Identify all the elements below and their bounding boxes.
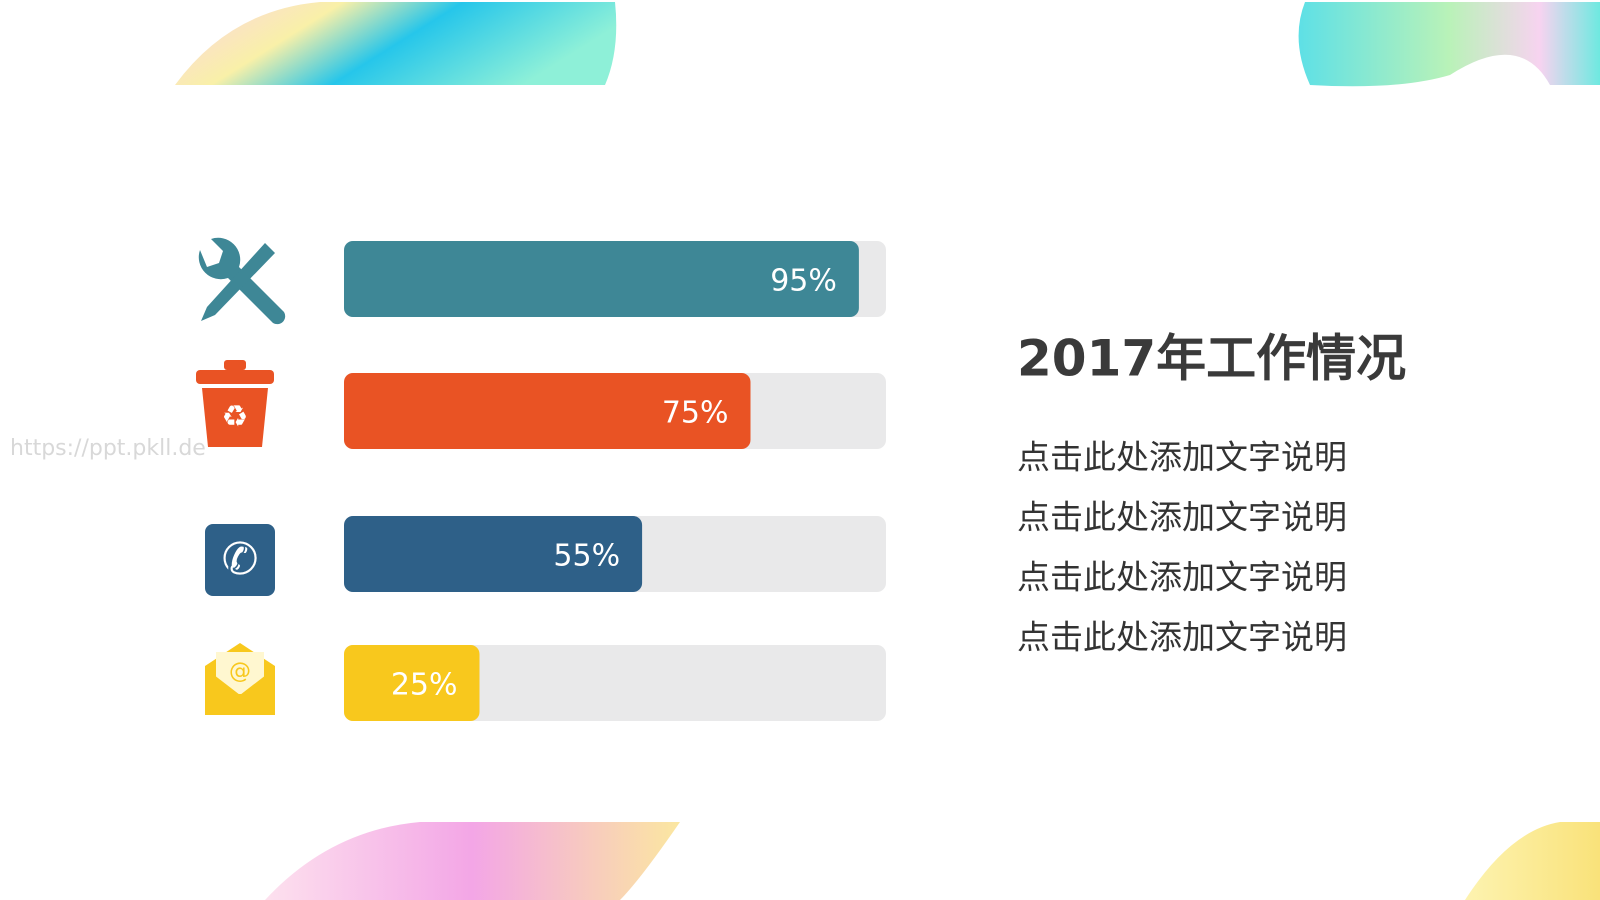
svg-text:@: @ xyxy=(229,659,251,684)
svg-text:✆: ✆ xyxy=(222,534,259,585)
bar-value-label: 95% xyxy=(770,264,837,299)
panel-line: 点击此处添加文字说明 xyxy=(1017,618,1347,657)
tools-icon xyxy=(198,237,286,325)
decor-blob xyxy=(1465,822,1600,900)
bar xyxy=(344,645,480,721)
bar xyxy=(344,373,751,449)
decor-blob xyxy=(1298,2,1600,87)
panel-line: 点击此处添加文字说明 xyxy=(1017,558,1347,597)
decor-blob xyxy=(265,822,680,900)
panel-line: 点击此处添加文字说明 xyxy=(1017,498,1347,537)
recycle-bin-icon: ♻ xyxy=(196,360,274,447)
panel-line: 点击此处添加文字说明 xyxy=(1017,438,1347,477)
bar xyxy=(344,516,643,592)
bar-value-label: 75% xyxy=(662,396,729,431)
decor-blob xyxy=(175,2,617,85)
phone-book-icon: ✆ xyxy=(205,524,275,596)
email-icon: @ xyxy=(205,643,275,715)
svg-text:♻: ♻ xyxy=(222,400,249,435)
watermark: https://ppt.pkll.de xyxy=(10,436,206,461)
bar-value-label: 25% xyxy=(391,668,458,703)
bar xyxy=(344,241,859,317)
bar-value-label: 55% xyxy=(553,539,620,574)
panel-title: 2017年工作情况 xyxy=(1017,330,1406,388)
